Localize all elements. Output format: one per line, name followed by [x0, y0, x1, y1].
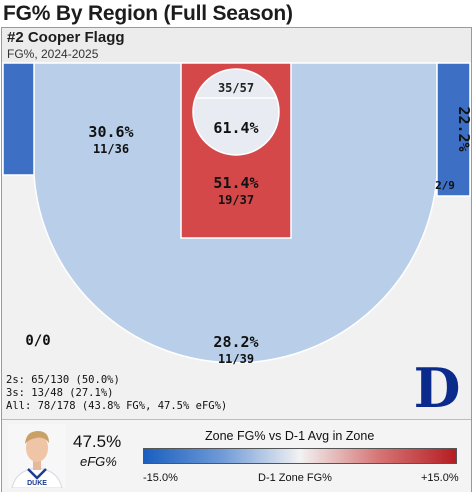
chart-subtitle: FG%, 2024-2025 [7, 47, 99, 61]
zone-right-corner [436, 62, 471, 197]
legend-max-label: +15.0% [421, 472, 459, 484]
summary-threes: 3s: 13/48 (27.1%) [6, 387, 114, 399]
shot-summary: 2s: 65/130 (50.0%) 3s: 13/48 (27.1%) All… [6, 374, 227, 413]
legend-title: Zone FG% vs D-1 Avg in Zone [205, 429, 375, 443]
chart-title: FG% By Region (Full Season) [3, 2, 293, 25]
zone-label-right-corner-pct: 22.2% [455, 106, 473, 151]
zone-label-paint-att: 19/37 [218, 193, 254, 207]
svg-text:DUKE: DUKE [27, 480, 47, 487]
zone-label-paint-pct: 51.4% [213, 174, 258, 192]
zone-restricted [192, 68, 280, 156]
legend-min-label: -15.0% [143, 472, 178, 484]
zone-label-restricted-pct: 61.4% [213, 119, 258, 137]
zone-label-right-corner-att: 2/9 [435, 179, 455, 192]
efg-value: 47.5% [73, 432, 122, 451]
zone-left-corner [2, 62, 35, 176]
court-heatmap: 35/57 61.4% 51.4% 19/37 30.6% 11/36 22.2… [2, 62, 473, 420]
summary-all: All: 78/178 (43.8% FG%, 47.5% eFG%) [6, 400, 228, 412]
efg-label: eFG% [80, 454, 117, 469]
zone-label-restricted-att: 35/57 [218, 81, 254, 95]
player-headshot: DUKE [8, 424, 66, 488]
zone-label-above-break-att: 11/39 [218, 352, 254, 366]
zone-label-mid-att: 11/36 [93, 142, 129, 156]
player-avatar-icon: DUKE [8, 424, 66, 488]
player-name: #2 Cooper Flagg [7, 29, 125, 46]
team-logo-glyph: D [414, 356, 461, 420]
legend-colorbar [143, 448, 457, 464]
summary-twos: 2s: 65/130 (50.0%) [6, 374, 120, 386]
zone-label-above-break-pct: 28.2% [213, 333, 258, 351]
team-logo: D [414, 356, 461, 420]
zone-label-left-corner: 0/0 [25, 333, 50, 349]
legend-axis-label: D-1 Zone FG% [258, 472, 332, 484]
zone-label-mid-pct: 30.6% [88, 123, 133, 141]
